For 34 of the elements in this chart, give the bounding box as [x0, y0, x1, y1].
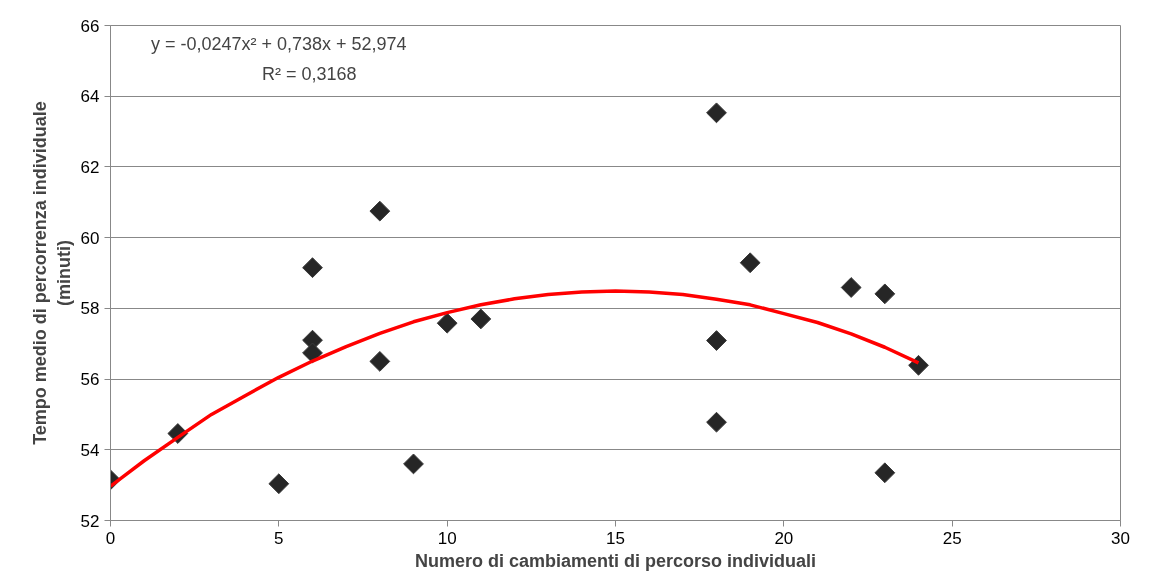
x-tick-label: 20 [774, 528, 794, 548]
y-tick-label: 56 [80, 370, 100, 390]
y-tick-label: 58 [80, 299, 100, 319]
point [739, 252, 761, 274]
point [268, 473, 290, 495]
point [302, 342, 323, 364]
point [369, 200, 391, 222]
x-tick-label: 10 [437, 528, 457, 548]
y-tick-label: 66 [80, 16, 100, 36]
point [369, 350, 391, 372]
x-tick-label: 30 [1111, 528, 1130, 548]
point [403, 453, 424, 475]
y-axis-title: Tempo medio di percorrenza individuale (minuti) [29, 101, 74, 445]
y-tick-label: 60 [80, 228, 100, 248]
annotation: y = -0,0247x² + 0,738x + 52,974 [150, 33, 407, 54]
point [874, 462, 896, 484]
annotation: R² = 0,3168 [262, 63, 357, 84]
y-tick-label: 54 [80, 440, 100, 460]
point [302, 257, 323, 279]
point [706, 102, 727, 124]
y-tick-label: 52 [80, 511, 100, 531]
x-axis-title: Numero di cambiamenti di percorso individuali [414, 550, 817, 571]
x-tick-label: 5 [274, 528, 284, 548]
point [436, 312, 458, 334]
point [706, 330, 727, 351]
y-tick-label: 62 [80, 157, 100, 177]
x-tick-label: 25 [942, 528, 962, 548]
x-tick-label: 0 [105, 528, 116, 548]
point [840, 277, 862, 298]
point [706, 411, 727, 433]
y-tick-label: 64 [80, 87, 100, 107]
point [874, 283, 896, 305]
x-tick-label: 15 [606, 528, 625, 548]
point [470, 308, 492, 330]
